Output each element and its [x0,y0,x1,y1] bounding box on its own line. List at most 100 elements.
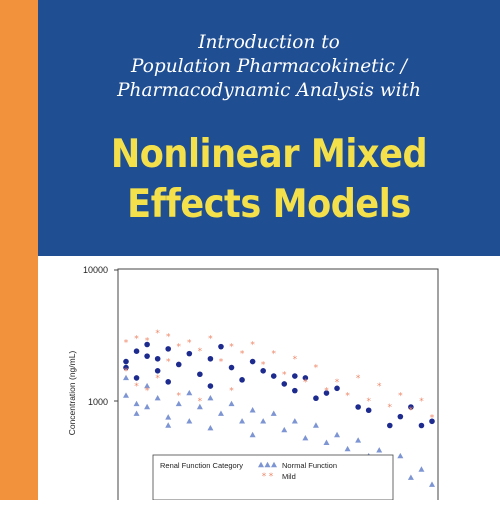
data-point-triangle-6 [154,395,161,401]
data-point-filled-circle-26 [323,390,330,396]
data-point-filled-circle-14 [207,383,214,389]
data-point-asterisk-2: * [134,334,139,344]
data-point-filled-circle-12 [197,371,203,378]
data-point-asterisk-14: * [198,397,203,407]
data-point-asterisk-20: * [250,340,255,350]
data-point-filled-circle-32 [408,404,414,410]
subtitle-line-1: Introduction to [198,32,340,53]
data-point-filled-circle-21 [281,381,288,387]
data-point-triangle-28 [344,445,351,452]
data-point-triangle-4 [144,382,151,389]
data-point-triangle-1 [123,392,129,398]
data-point-asterisk-9: * [166,358,171,368]
data-point-triangle-18 [249,407,256,413]
data-point-triangle-22 [281,426,288,433]
legend-entry-mild: Mild [282,472,296,481]
data-point-filled-circle-4 [144,353,150,359]
data-point-triangle-33 [397,452,404,459]
data-point-asterisk-15: * [208,334,213,344]
data-point-asterisk-28: * [335,378,340,388]
data-point-triangle-25 [312,422,319,428]
data-point-triangle-26 [323,439,330,445]
data-point-asterisk-30: * [356,374,361,384]
data-point-asterisk-19: * [240,350,245,360]
data-point-asterisk-5: * [145,387,150,397]
data-point-filled-circle-10 [175,361,182,368]
subtitle-line-2: Population Pharmacokinetic / [131,56,407,77]
legend-triangle-marker-2 [271,461,277,468]
data-point-asterisk-17: * [229,343,234,353]
data-point-filled-circle-11 [186,350,193,357]
data-point-filled-circle-13 [207,355,214,362]
data-point-filled-circle-7 [154,355,161,362]
chart-marks: ************************************** [123,329,435,487]
data-point-asterisk-0: * [124,338,129,348]
data-point-filled-circle-24 [302,375,309,381]
data-point-asterisk-11: * [177,392,182,402]
data-point-asterisk-16: * [219,358,224,368]
data-point-asterisk-13: * [198,347,203,357]
data-point-asterisk-1: * [124,367,129,377]
data-point-triangle-8 [165,422,172,428]
legend-asterisk-marker-0: * [262,472,267,482]
data-point-asterisk-12: * [187,338,192,348]
data-point-triangle-5 [144,403,151,410]
legend-asterisk-marker-1: * [269,472,274,482]
data-point-asterisk-6: * [155,329,160,339]
data-point-filled-circle-1 [123,364,129,371]
data-point-triangle-34 [407,474,414,480]
data-point-filled-circle-29 [365,407,372,414]
legend-triangle-marker-1 [264,461,271,468]
subtitle-line-3: Pharmacodynamic Analysis with [117,80,421,101]
data-point-asterisk-24: * [293,355,298,365]
title-line-1: Nonlinear Mixed [110,132,428,177]
data-point-asterisk-22: * [271,350,276,360]
data-point-asterisk-29: * [345,392,350,402]
data-point-asterisk-3: * [134,382,139,392]
data-point-filled-circle-27 [334,385,340,392]
data-point-filled-circle-31 [397,413,404,420]
data-point-asterisk-26: * [314,364,319,374]
data-point-filled-circle-18 [249,358,256,365]
data-point-triangle-17 [239,418,246,424]
data-point-triangle-31 [376,447,383,453]
legend-entry-normal: Normal Function [282,461,337,470]
data-point-filled-circle-22 [292,387,298,394]
data-point-filled-circle-34 [429,418,435,425]
data-point-asterisk-31: * [366,397,371,407]
data-point-filled-circle-15 [218,343,224,350]
data-point-asterisk-27: * [324,387,329,397]
legend-title: Renal Function Category [160,461,243,470]
data-point-triangle-20 [260,418,267,424]
data-point-filled-circle-3 [133,375,140,381]
data-point-triangle-12 [196,403,203,410]
data-point-asterisk-7: * [155,374,160,384]
data-point-triangle-35 [418,466,425,472]
data-point-filled-circle-0 [123,358,129,365]
data-point-triangle-27 [334,431,341,438]
data-point-triangle-21 [270,410,277,416]
data-point-filled-circle-8 [165,346,172,352]
data-point-asterisk-10: * [177,343,182,353]
y-axis-label: Concentration (ng/mL) [67,351,77,436]
data-point-asterisk-23: * [282,370,287,380]
cover-chart: 10000 1000 Concentration (ng/mL) * * * * * * *… [38,256,500,505]
data-point-asterisk-36: * [419,397,424,407]
data-point-triangle-29 [355,437,362,443]
data-point-filled-circle-30 [386,422,393,429]
data-point-filled-circle-19 [260,368,266,374]
data-point-triangle-23 [291,418,298,424]
concentration-scatter-plot: 10000 1000 Concentration (ng/mL) *******… [67,265,439,505]
data-point-asterisk-4: * [145,336,150,346]
data-point-filled-circle-33 [418,422,425,429]
data-point-triangle-2 [133,400,140,407]
data-point-filled-circle-17 [239,377,245,383]
data-point-triangle-15 [217,410,224,416]
data-point-filled-circle-20 [270,373,277,379]
legend: Renal Function Category * * Normal Functi… [152,454,394,501]
data-point-filled-circle-25 [313,395,319,402]
data-point-triangle-16 [228,400,235,407]
data-point-triangle-3 [133,410,140,416]
data-point-triangle-14 [207,424,214,431]
y-tick-label-1: 1000 [88,397,108,407]
